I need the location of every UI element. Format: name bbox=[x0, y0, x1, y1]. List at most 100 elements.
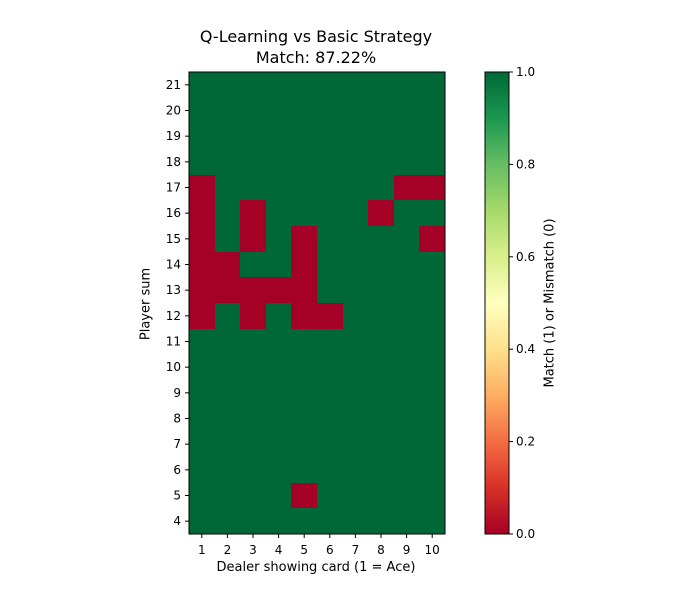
heatmap-cell bbox=[215, 123, 240, 149]
heatmap-cell bbox=[317, 149, 343, 175]
heatmap-cell bbox=[215, 277, 240, 303]
heatmap-cell bbox=[291, 380, 317, 406]
colorbar-tick-label: 1.0 bbox=[516, 65, 535, 79]
x-tick-label: 10 bbox=[425, 543, 440, 557]
heatmap-cell bbox=[317, 252, 343, 277]
heatmap-cell bbox=[394, 277, 419, 303]
heatmap-cell bbox=[266, 175, 291, 200]
heatmap-cell bbox=[189, 149, 215, 175]
heatmap-cell bbox=[368, 200, 394, 226]
x-axis-ticks: 1 2 3 4 5 6 7 8 9 10 bbox=[198, 534, 440, 557]
colorbar-tick-label: 0.6 bbox=[516, 250, 535, 264]
heatmap-cell bbox=[368, 457, 394, 483]
heatmap-cell bbox=[343, 380, 368, 406]
heatmap-cell bbox=[419, 329, 445, 354]
heatmap-cell bbox=[266, 72, 291, 98]
heatmap-cell bbox=[343, 483, 368, 508]
heatmap-cell bbox=[343, 175, 368, 200]
heatmap-cell bbox=[368, 431, 394, 457]
heatmap-cell bbox=[189, 175, 215, 200]
heatmap-cell bbox=[215, 226, 240, 252]
heatmap-cell bbox=[394, 354, 419, 380]
heatmap-cell bbox=[394, 483, 419, 508]
heatmap-cell bbox=[368, 226, 394, 252]
x-tick-label: 1 bbox=[198, 543, 206, 557]
heatmap-cell bbox=[240, 200, 266, 226]
y-tick-label: 13 bbox=[166, 283, 181, 297]
heatmap-cell bbox=[394, 329, 419, 354]
y-tick-label: 15 bbox=[166, 232, 181, 246]
heatmap-cell bbox=[291, 277, 317, 303]
heatmap-cell bbox=[291, 252, 317, 277]
heatmap-cell bbox=[266, 380, 291, 406]
heatmap-cell bbox=[189, 483, 215, 508]
heatmap-cell bbox=[215, 252, 240, 277]
y-tick-label: 16 bbox=[166, 206, 181, 220]
heatmap-cell bbox=[343, 200, 368, 226]
heatmap-cell bbox=[317, 329, 343, 354]
heatmap-cell bbox=[215, 483, 240, 508]
heatmap-cell bbox=[291, 354, 317, 380]
heatmap-cell bbox=[343, 98, 368, 123]
x-tick-label: 4 bbox=[275, 543, 283, 557]
heatmap-cell bbox=[419, 226, 445, 252]
y-tick-label: 9 bbox=[173, 386, 181, 400]
heatmap-cell bbox=[368, 149, 394, 175]
heatmap-cell bbox=[419, 72, 445, 98]
heatmap-cell bbox=[343, 72, 368, 98]
heatmap-cell bbox=[419, 483, 445, 508]
heatmap-cell bbox=[215, 457, 240, 483]
heatmap-cell bbox=[215, 98, 240, 123]
heatmap-cell bbox=[368, 380, 394, 406]
heatmap-cell bbox=[419, 354, 445, 380]
heatmap-cell bbox=[189, 123, 215, 149]
heatmap-cell bbox=[317, 277, 343, 303]
heatmap-cell bbox=[419, 200, 445, 226]
heatmap-cell bbox=[317, 431, 343, 457]
x-tick-label: 9 bbox=[403, 543, 411, 557]
heatmap-cell bbox=[291, 226, 317, 252]
colorbar-tick-label: 0.8 bbox=[516, 157, 535, 171]
heatmap-cell bbox=[368, 303, 394, 329]
heatmap-cell bbox=[189, 457, 215, 483]
heatmap-cell bbox=[394, 123, 419, 149]
heatmap-cell bbox=[317, 380, 343, 406]
heatmap-cell bbox=[368, 354, 394, 380]
heatmap-cell bbox=[240, 303, 266, 329]
heatmap-cell bbox=[343, 277, 368, 303]
heatmap-cell bbox=[368, 329, 394, 354]
heatmap-cell bbox=[317, 226, 343, 252]
heatmap-cell bbox=[215, 354, 240, 380]
heatmap-cell bbox=[240, 72, 266, 98]
x-tick-label: 6 bbox=[326, 543, 334, 557]
heatmap-cell bbox=[266, 303, 291, 329]
heatmap-cell bbox=[240, 226, 266, 252]
heatmap-cell bbox=[291, 483, 317, 508]
heatmap-cell bbox=[317, 303, 343, 329]
heatmap-cell bbox=[419, 457, 445, 483]
heatmap-cell bbox=[291, 175, 317, 200]
heatmap-cell bbox=[266, 329, 291, 354]
heatmap-cell bbox=[266, 226, 291, 252]
heatmap-cell bbox=[240, 98, 266, 123]
heatmap-cell bbox=[317, 354, 343, 380]
heatmap-cell bbox=[215, 200, 240, 226]
heatmap-cell bbox=[266, 354, 291, 380]
heatmap-cell bbox=[189, 252, 215, 277]
heatmap-cell bbox=[266, 98, 291, 123]
heatmap-cell bbox=[291, 457, 317, 483]
heatmap-cell bbox=[419, 431, 445, 457]
heatmap-cell bbox=[189, 72, 215, 98]
y-axis-label: Player sum bbox=[138, 267, 154, 341]
heatmap-cell bbox=[419, 303, 445, 329]
y-tick-label: 4 bbox=[173, 514, 181, 528]
heatmap-cell bbox=[343, 354, 368, 380]
heatmap-cell bbox=[419, 98, 445, 123]
heatmap-cell bbox=[189, 200, 215, 226]
heatmap-cell bbox=[189, 406, 215, 431]
heatmap-cell bbox=[343, 406, 368, 431]
heatmap-cell bbox=[394, 457, 419, 483]
heatmap-cell bbox=[394, 200, 419, 226]
heatmap-cell bbox=[240, 406, 266, 431]
heatmap-cell bbox=[394, 431, 419, 457]
